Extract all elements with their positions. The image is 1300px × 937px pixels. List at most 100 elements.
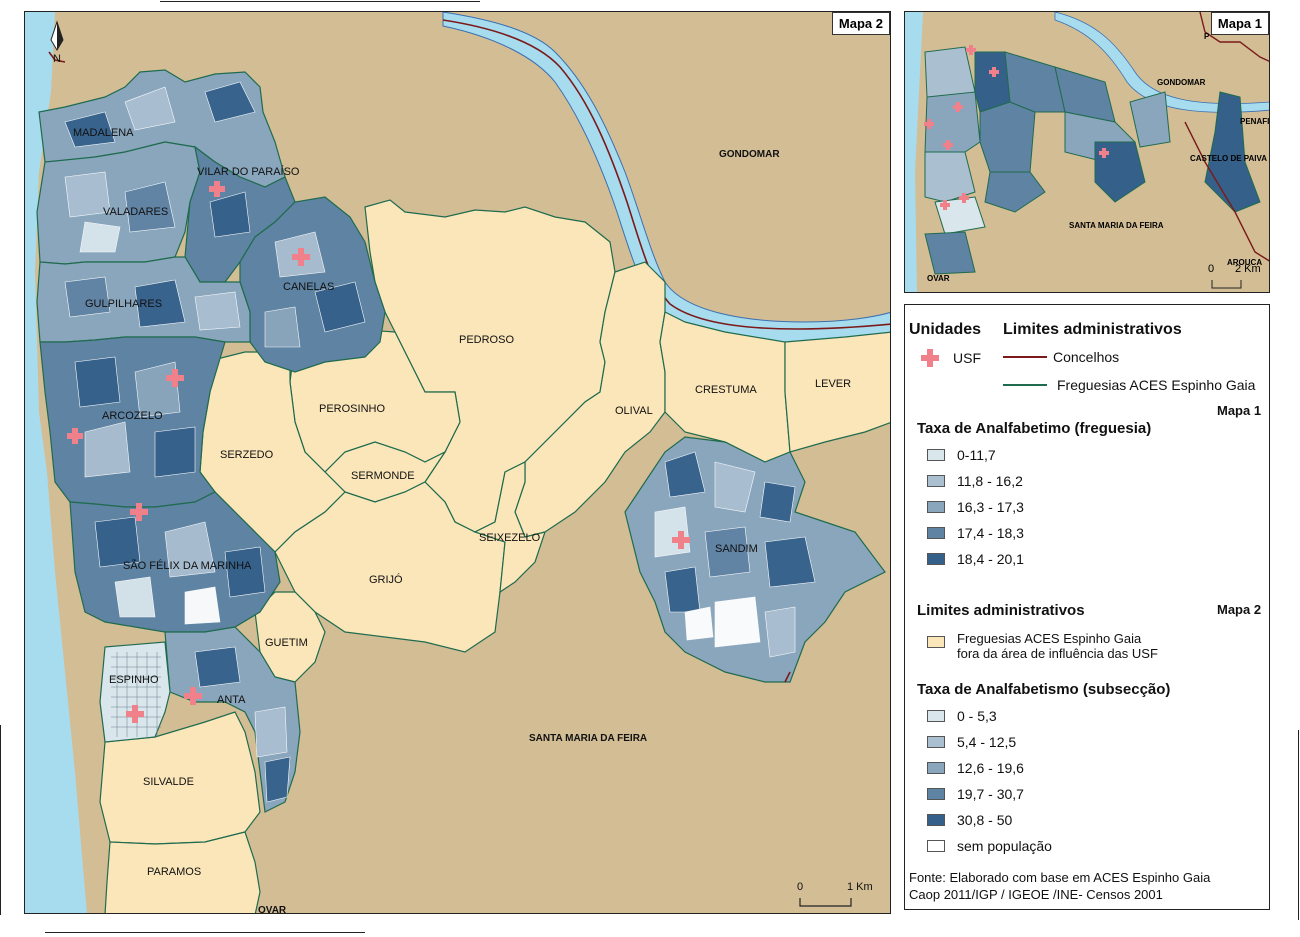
map-1-usf-markers: [924, 45, 1109, 210]
swatch-beige: [927, 636, 945, 648]
label-madalena: MADALENA: [73, 127, 134, 139]
class2-label-1: 5,4 - 12,5: [957, 734, 1017, 750]
label-seixezelo: SEIXEZELO: [479, 532, 541, 544]
north-label: N: [53, 53, 61, 65]
usf-marker-vilar: [209, 181, 225, 197]
scale-start: 0: [797, 881, 803, 893]
usf-marker-arcozelo-1: [166, 369, 184, 387]
label-santa-maria-da-feira: SANTA MARIA DA FEIRA: [529, 733, 647, 744]
label-arcozelo: ARCOZELO: [102, 410, 163, 422]
map-1-label-ovar: OVAR: [927, 274, 950, 283]
legend-class1-4: 18,4 - 20,1: [927, 551, 1024, 567]
usf-marker-arcozelo-2: [67, 428, 83, 444]
class2-label-5: sem população: [957, 838, 1052, 854]
label-olival: OLIVAL: [615, 405, 653, 417]
usf-markers: [67, 181, 690, 723]
page-rule-bottom: [45, 932, 365, 933]
class1-label-1: 11,8 - 16,2: [957, 473, 1023, 489]
label-sao-felix-da-marinha: SÃO FÉLIX DA MARINHA: [123, 559, 252, 572]
parish-valadares: [36, 141, 201, 265]
label-lever: LEVER: [815, 378, 851, 390]
page-rule-right: [1298, 730, 1299, 920]
map-1-sea: [905, 12, 923, 292]
label-pedroso: PEDROSO: [459, 334, 514, 346]
usf-marker-sao-felix: [130, 503, 148, 521]
map-1-parishes: [924, 46, 1261, 275]
parish-arcozelo: [39, 336, 226, 508]
map-1-tag: Mapa 1: [1210, 12, 1269, 35]
map-1-frame: GONDOMAR PENAFIEL CASTELO DE PAIVA SANTA…: [904, 11, 1270, 293]
map-1-label-penafiel: PENAFIEL: [1240, 117, 1270, 126]
legend-freguesias-label: Freguesias ACES Espinho Gaia: [1057, 377, 1256, 393]
map-1-scale-bar: 0 2 Km: [1208, 263, 1261, 289]
label-silvalde: SILVALDE: [143, 776, 194, 788]
legend-class2-4: 30,8 - 50: [927, 812, 1012, 828]
label-sandim: SANDIM: [715, 543, 758, 555]
label-paramos: PARAMOS: [147, 866, 201, 878]
map-1-scale-end: 2 Km: [1235, 263, 1261, 275]
swatch2-c5: [927, 814, 945, 826]
legend-mapa2-tag: Mapa 2: [1217, 602, 1262, 617]
label-anta: ANTA: [217, 694, 246, 706]
label-sermonde: SERMONDE: [351, 470, 415, 482]
class2-label-0: 0 - 5,3: [957, 708, 997, 724]
swatch-c2: [927, 475, 945, 487]
legend-panel: Unidades Limites administrativos USF Con…: [904, 304, 1270, 910]
legend-class2-2: 12,6 - 19,6: [927, 760, 1024, 776]
map-1-label-gondomar: GONDOMAR: [1157, 78, 1206, 87]
legend-class2-3: 19,7 - 30,7: [927, 786, 1024, 802]
map-1-label-santa-maria-da-feira: SANTA MARIA DA FEIRA: [1069, 221, 1164, 230]
concelho-boundary-river: [442, 19, 890, 330]
parish-seixezelo: [473, 461, 546, 594]
legend-class1-1: 11,8 - 16,2: [927, 473, 1023, 489]
swatch2-empty: [927, 840, 945, 852]
legend-freguesias-row: Freguesias ACES Espinho Gaia: [1003, 377, 1255, 393]
map-2-frame: N MADALENA VILAR DO PARAÍSO VALADARES CA…: [24, 11, 891, 914]
class2-label-4: 30,8 - 50: [957, 812, 1013, 828]
map-1-scale-start: 0: [1208, 263, 1214, 275]
fora-label-line2: fora da área de influência das USF: [957, 646, 1158, 661]
class1-label-0: 0-11,7: [957, 447, 996, 463]
label-perosinho: PEROSINHO: [319, 403, 385, 415]
fonte-line2: Caop 2011/IGP / IGEOE /INE- Censos 2001: [909, 887, 1163, 902]
class1-label-4: 18,4 - 20,1: [957, 551, 1024, 567]
legend-class2-5: sem população: [927, 838, 1052, 854]
swatch-c1: [927, 449, 945, 461]
usf-marker-espinho: [126, 705, 144, 723]
swatch2-c3: [927, 762, 945, 774]
legend-fora-row: Freguesias ACES Espinho Gaia fora da áre…: [927, 631, 1158, 661]
map-1-label-p: P: [1204, 32, 1210, 41]
legend-limites-heading: Limites administrativos: [1003, 321, 1182, 338]
north-arrow: N: [50, 20, 64, 65]
swatch-c4: [927, 527, 945, 539]
swatch2-c4: [927, 788, 945, 800]
scale-end: 1 Km: [847, 881, 873, 893]
concelho-line-icon: [1003, 356, 1047, 358]
douro-river: [442, 12, 890, 345]
map-2-svg: N MADALENA VILAR DO PARAÍSO VALADARES CA…: [25, 12, 890, 913]
legend-taxa-freguesia-heading: Taxa de Analfabetimo (freguesia): [917, 420, 1152, 437]
legend-concelhos-label: Concelhos: [1053, 349, 1120, 365]
usf-marker-canelas: [292, 248, 310, 266]
class1-label-3: 17,4 - 18,3: [957, 525, 1024, 541]
label-valadares: VALADARES: [103, 206, 168, 218]
legend-usf-label: USF: [953, 350, 981, 366]
class2-label-2: 12,6 - 19,6: [957, 760, 1024, 776]
swatch-c5: [927, 553, 945, 565]
legend-unidades-heading: Unidades: [909, 321, 982, 338]
concelho-boundary-sandim: [784, 671, 791, 683]
sea: [25, 12, 87, 913]
legend-limites2-heading: Limites administrativos: [917, 602, 1085, 619]
fora-label-line1: Freguesias ACES Espinho Gaia: [957, 631, 1142, 646]
swatch2-c1: [927, 710, 945, 722]
legend-class2-1: 5,4 - 12,5: [927, 734, 1016, 750]
label-crestuma: CRESTUMA: [695, 384, 757, 396]
subsection-patches: [64, 81, 816, 803]
class1-label-2: 16,3 - 17,3: [957, 499, 1024, 515]
map-1-label-arouca: AROUCA: [1227, 258, 1262, 267]
map-1-concelho-1: [1199, 12, 1269, 62]
usf-marker-sandim: [672, 531, 690, 549]
label-grijo: GRIJÓ: [369, 573, 403, 586]
usf-marker-anta: [184, 687, 202, 705]
usf-cross-icon: [921, 349, 939, 367]
